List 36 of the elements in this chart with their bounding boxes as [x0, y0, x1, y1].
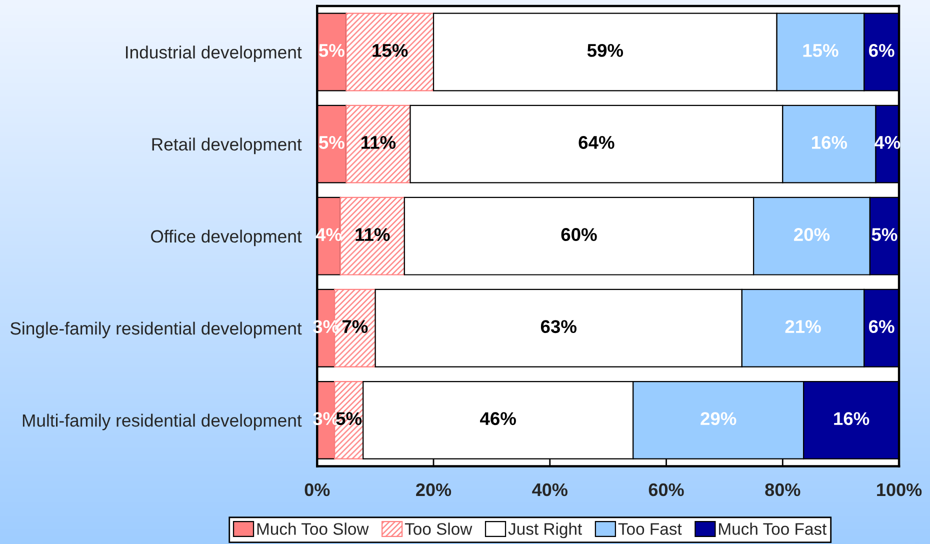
- legend-label: Much Too Slow: [257, 522, 369, 535]
- data-label: 21%: [785, 320, 821, 334]
- x-tick-label: 80%: [765, 483, 800, 496]
- data-label: 20%: [794, 228, 830, 242]
- data-label: 15%: [372, 44, 408, 57]
- data-label: 60%: [561, 228, 597, 242]
- data-label: 5%: [872, 228, 898, 242]
- data-label: 5%: [318, 44, 344, 57]
- x-tick-label: 60%: [648, 483, 684, 496]
- data-label: 11%: [356, 228, 390, 241]
- x-tick-label: 0%: [304, 483, 330, 496]
- data-label: 46%: [480, 412, 516, 426]
- data-label: 5%: [318, 136, 344, 149]
- x-tick-label: 100%: [877, 483, 922, 496]
- legend-label: Just Right: [508, 522, 582, 538]
- x-tick-label: 20%: [416, 483, 452, 496]
- data-label: 11%: [362, 136, 396, 149]
- y-tick-label: Multi-family residential development: [22, 414, 302, 430]
- data-label: 64%: [578, 136, 614, 149]
- data-label: 59%: [587, 44, 624, 57]
- data-label: 29%: [700, 412, 736, 426]
- x-tick-label: 40%: [532, 483, 568, 496]
- data-label: 16%: [834, 412, 870, 426]
- data-label: 6%: [868, 44, 894, 57]
- y-tick-label: Single-family residential development: [10, 322, 302, 338]
- legend-label: Much Too Fast: [719, 522, 827, 535]
- data-label: 16%: [812, 136, 848, 149]
- data-label: 15%: [803, 44, 838, 57]
- legend-label: Too Slow: [404, 522, 472, 535]
- y-tick-label: Retail development: [152, 138, 302, 154]
- legend-label: Too Fast: [618, 523, 682, 535]
- y-tick-label: Office development: [151, 230, 302, 246]
- y-tick-label: Industrial development: [126, 46, 302, 62]
- data-label: 7%: [342, 320, 368, 334]
- data-label: 6%: [868, 320, 894, 334]
- data-label: 63%: [540, 320, 576, 334]
